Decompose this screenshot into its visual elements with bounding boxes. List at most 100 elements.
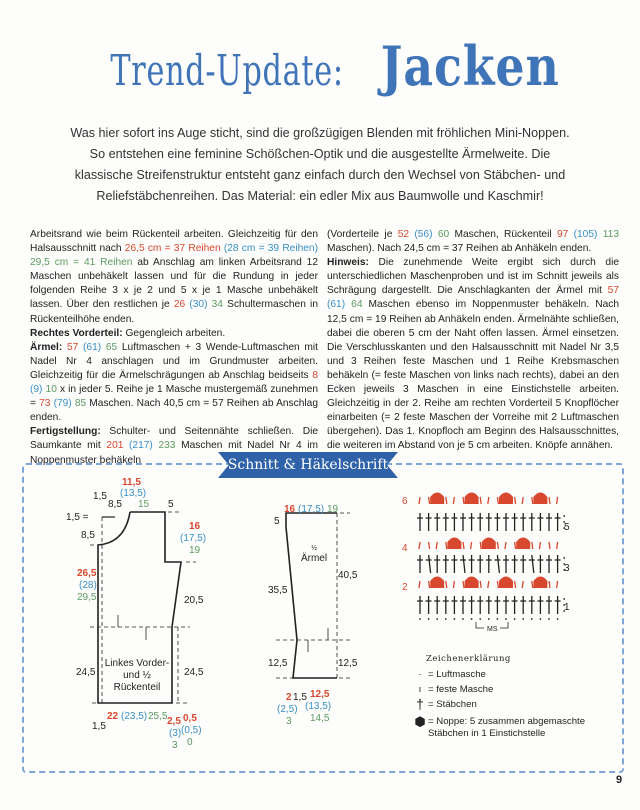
double-crochet-symbol [451,555,458,573]
text-run: 73 [39,398,51,410]
chain-stitch-symbol [563,563,566,565]
single-crochet-symbol [462,580,465,589]
single-crochet-symbol [513,580,517,589]
label: 24,5 [76,667,96,678]
bobble-symbol [499,576,513,588]
text-run: 65 [105,341,118,353]
text-run: 113 [602,229,619,240]
text-run: (61) [327,299,352,311]
chain-stitch-symbol [548,618,550,620]
text-run: x in jeder 5. Reihe je 1 Masche musterge… [30,384,319,410]
chain-stitch-symbol [522,618,525,620]
double-crochet-symbol [537,513,544,531]
label: 5 [168,499,174,510]
paragraph: Arbeitsrand wie beim Rückenteil arbeiten… [30,228,318,327]
legend-item: ı = feste Masche [412,682,612,697]
single-crochet-symbol [513,496,517,505]
single-crochet-symbol [521,496,524,505]
text-run: Maschen ebenso im Noppenmuster behäkeln.… [327,299,619,452]
label: 11,5 [122,477,141,488]
chain-stitch-symbol [563,610,566,612]
double-crochet-symbol [451,513,458,531]
label: 3 [172,740,178,751]
section-banner: Schnitt & Häkelschrift [218,452,398,478]
single-crochet-symbol [435,541,438,550]
row-label: 1 [564,602,570,613]
bobble-symbol [516,537,531,549]
chain-stitch-symbol [563,557,566,559]
double-crochet-symbol [511,513,518,531]
label: 12,5 [268,658,288,669]
body-labels: 11,5 (13,5) 15 1,5 8,5 5 1,5 = 8,5 16 (1… [66,477,206,751]
double-crochet-symbol [537,596,544,614]
label: 35,5 [268,585,288,596]
label: 20,5 [184,595,204,606]
label: 3 [286,716,292,727]
bobble-symbol [464,492,479,504]
chain-stitch-icon: · [418,669,422,680]
label: (13,5) [305,701,331,712]
direction-arrows [307,628,329,652]
repeat-label: MS [487,626,498,633]
row-label: 3 [564,563,570,574]
text-run: (28 cm = 39 Reihen) [220,243,318,255]
legend-label: = Luftmasche [428,669,486,680]
crochet-chart [417,492,566,620]
double-crochet-symbol [468,513,475,531]
row-label: 2 [402,582,408,593]
chain-stitch-symbol [419,618,421,620]
text-run: (Vorderteile je [327,229,398,240]
bobble-symbol [430,492,445,504]
double-crochet-symbol [494,554,501,574]
single-crochet-symbol [531,541,534,550]
chain-stitch-symbol [563,569,566,571]
double-crochet-symbol [485,513,492,531]
double-crochet-symbol [520,555,527,573]
single-crochet-symbol [513,541,517,550]
double-crochet-symbol [520,513,527,531]
double-crochet-symbol [528,554,535,574]
label: (17,5) [298,504,324,515]
single-crochet-symbol [479,580,482,589]
bobble-symbol [447,537,462,549]
label: 19 [327,504,339,515]
label: 22 [107,711,119,722]
text-run: Maschen. Nach 40,5 cm = 57 Reihen ab Ans… [30,398,318,424]
sleeve-outline [285,512,337,679]
legend-label: = feste Masche [428,684,494,695]
double-crochet-symbol [546,596,552,614]
single-crochet-symbol [555,496,559,505]
piece-label: und ½ [123,670,151,681]
double-crochet-symbol [434,596,441,614]
single-crochet-symbol [479,541,482,550]
double-crochet-symbol [434,555,441,573]
text-run: Arbeitsrand wie beim Rückenteil arbeiten… [30,229,318,255]
double-crochet-symbol [528,596,535,614]
chain-stitch-symbol [563,515,566,517]
double-crochet-symbol [442,596,449,614]
legend-item: ⬢ = Noppe: 5 zusammen abgemaschte Stäbche… [412,715,612,740]
direction-arrows [117,615,147,640]
legend-item: † = Stäbchen [412,697,612,712]
title-part-2: Jacken [380,34,560,98]
double-crochet-symbol [503,596,509,614]
single-crochet-symbol [418,580,421,589]
single-crochet-symbol [496,496,500,505]
text-run: 29,5 cm = 41 Reihen [30,257,133,269]
bobble-symbol [533,492,548,504]
label: 12,5 [338,658,358,669]
label: 26,5 [77,568,97,579]
single-crochet-symbol [548,496,551,505]
single-crochet-symbol [531,580,534,589]
single-crochet-symbol [496,580,500,589]
piece-label: Rückenteil [114,682,161,693]
instructions-column-1: Arbeitsrand wie beim Rückenteil arbeiten… [30,228,318,468]
label: (2,5) [277,704,298,715]
chain-stitch-symbol [563,527,566,529]
single-crochet-symbol [452,496,456,505]
text-run: 85 [74,398,87,410]
double-crochet-symbol [554,555,561,573]
chain-stitch-symbol [453,618,456,620]
text-run: Maschen). Nach 24,5 cm = 37 Reihen ab An… [327,243,592,255]
